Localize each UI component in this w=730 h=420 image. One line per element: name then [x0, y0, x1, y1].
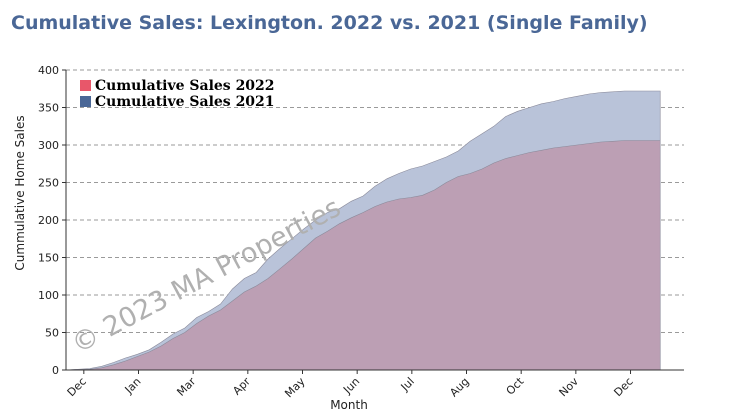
x-tick-label-3: Apr: [230, 375, 253, 398]
legend-label-2021: Cumulative Sales 2021: [95, 94, 275, 110]
x-tick-label-10: Dec: [611, 375, 635, 399]
y-tick-label-300: 300: [38, 139, 59, 152]
y-tick-label-400: 400: [38, 64, 59, 77]
legend-swatch-2021: [80, 96, 91, 107]
y-tick-label-50: 50: [45, 327, 59, 340]
x-tick-label-9: Nov: [557, 375, 582, 400]
legend-swatch-2022: [80, 80, 91, 91]
y-tick-label-350: 350: [38, 102, 59, 115]
y-tick-label-150: 150: [38, 252, 59, 265]
legend-label-2022: Cumulative Sales 2022: [95, 78, 275, 94]
x-axis-title: Month: [330, 398, 368, 412]
x-tick-label-8: Oct: [504, 374, 527, 397]
y-axis-title: Cummulative Home Sales: [13, 115, 27, 270]
x-tick-label-4: May: [282, 375, 308, 401]
x-tick-label-6: Jul: [398, 375, 417, 394]
x-tick-label-0: Dec: [65, 375, 89, 399]
y-tick-label-200: 200: [38, 214, 59, 227]
chart-title: Cumulative Sales: Lexington. 2022 vs. 20…: [11, 12, 648, 34]
y-tick-label-0: 0: [52, 364, 59, 377]
y-tick-label-250: 250: [38, 177, 59, 190]
legend: Cumulative Sales 2022 Cumulative Sales 2…: [80, 78, 275, 110]
y-tick-label-100: 100: [38, 289, 59, 302]
x-tick-label-1: Jan: [122, 375, 144, 397]
x-tick-label-5: Jun: [340, 375, 362, 397]
x-tick-label-7: Aug: [447, 375, 471, 399]
cumulative-sales-2022-area: [65, 140, 661, 371]
x-tick-label-2: Mar: [174, 375, 198, 399]
area-series: [65, 90, 661, 371]
